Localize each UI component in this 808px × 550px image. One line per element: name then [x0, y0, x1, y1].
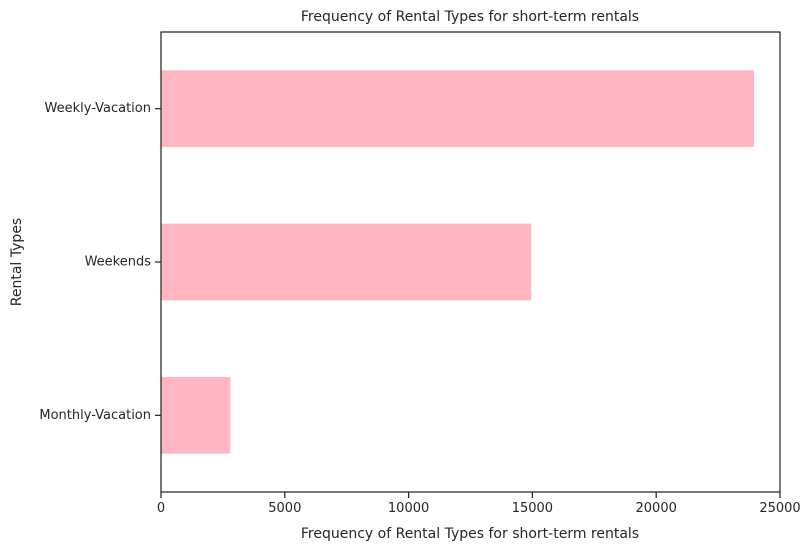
x-tick-label: 20000	[636, 501, 677, 516]
y-tick-label: Weekends	[85, 255, 152, 270]
x-tick-label: 15000	[512, 501, 553, 516]
bar-weekends	[161, 223, 532, 301]
y-axis-label: Rental Types	[9, 218, 25, 306]
x-tick-label: 0	[157, 501, 165, 516]
x-tick-label: 25000	[759, 501, 800, 516]
y-tick-label: Weekly-Vacation	[45, 101, 152, 116]
x-axis-label: Frequency of Rental Types for short-term…	[301, 526, 639, 542]
y-tick-group: Monthly-Vacation Weekends Weekly-Vacation	[39, 101, 161, 423]
bar-group	[161, 70, 755, 454]
chart-title: Frequency of Rental Types for short-term…	[301, 9, 639, 25]
bar-weekly-vacation	[161, 70, 755, 147]
plot-frame	[160, 31, 781, 493]
x-tick-group: 0 5000 10000 15000 20000 25000	[157, 492, 801, 516]
x-tick-label: 10000	[388, 501, 429, 516]
y-tick-label: Monthly-Vacation	[39, 408, 151, 423]
bar-monthly-vacation	[161, 377, 231, 454]
x-tick-label: 5000	[268, 501, 301, 516]
